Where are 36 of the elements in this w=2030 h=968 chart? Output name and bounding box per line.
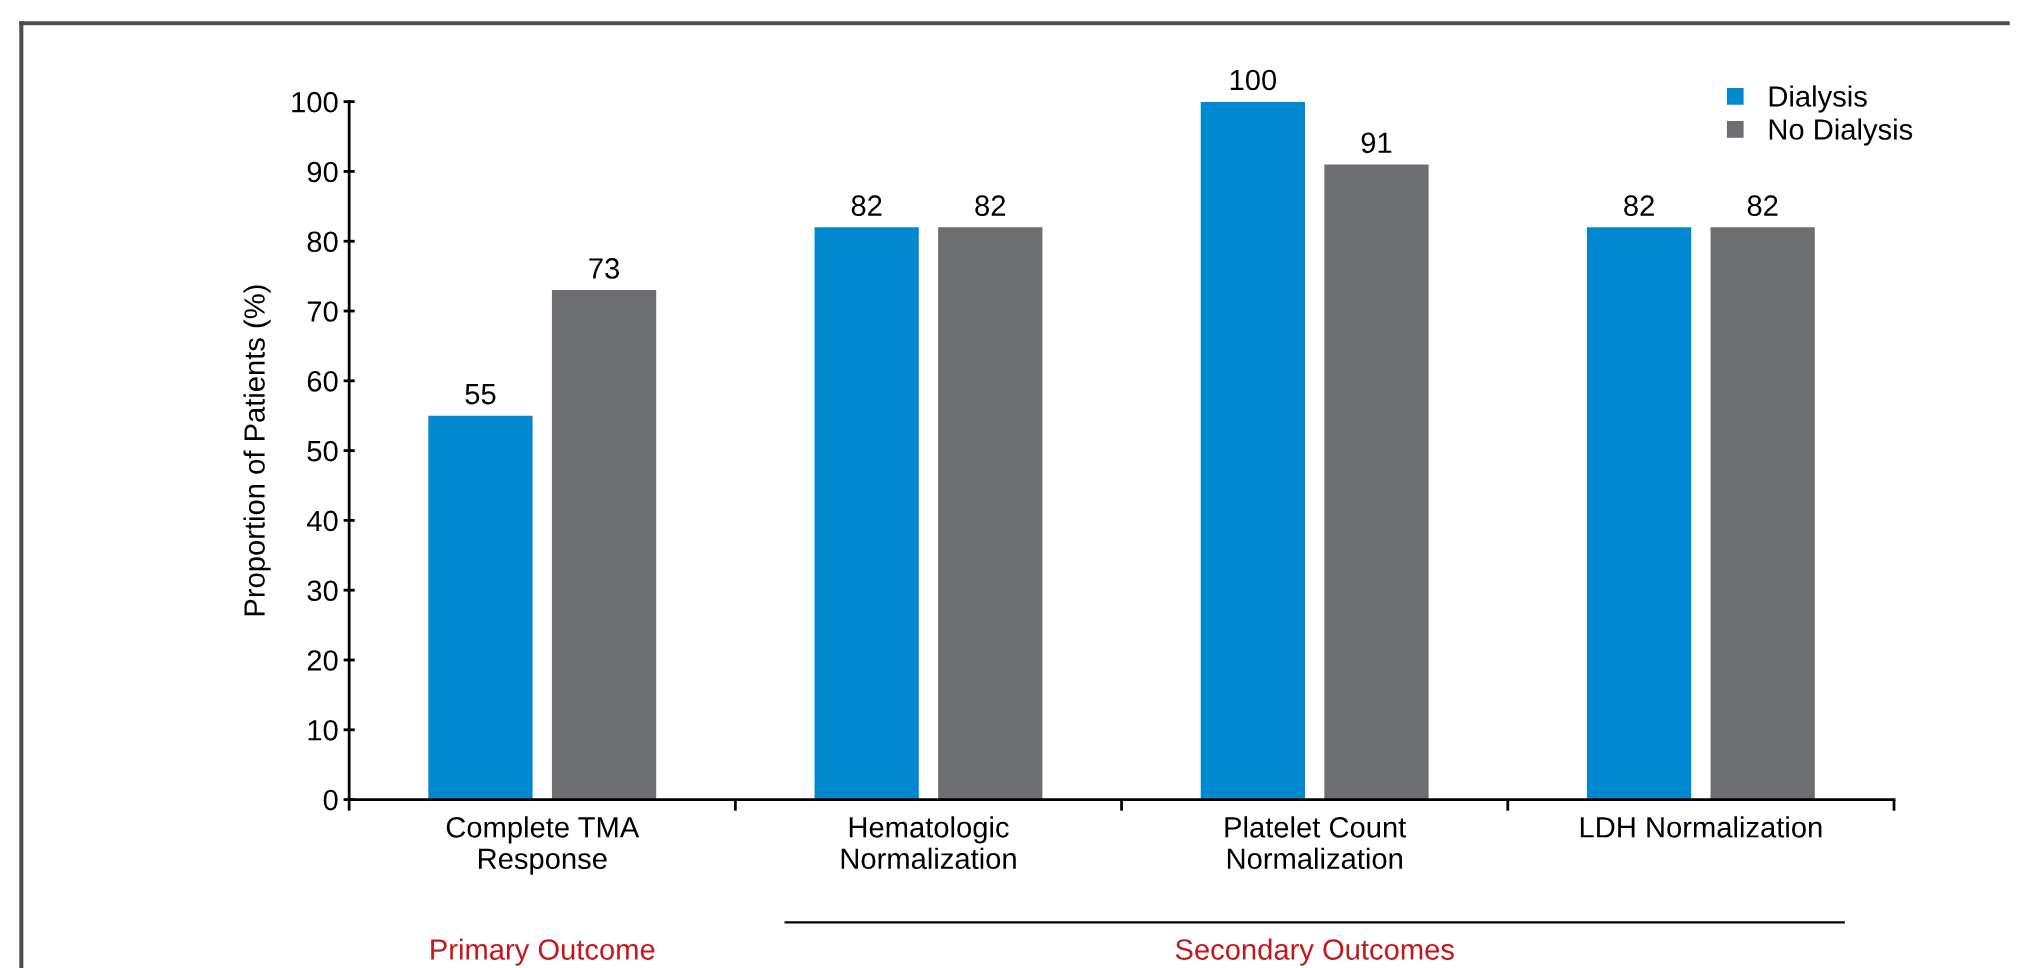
legend-label: Dialysis <box>1769 85 1867 113</box>
data-label: 55 <box>465 384 496 405</box>
y-tick-label: 30 <box>307 580 338 602</box>
x-tick-label: Hematologic Normalization <box>841 816 1016 870</box>
y-tick-label: 10 <box>308 719 338 741</box>
y-tick-label: 20 <box>307 650 338 671</box>
x-tick-label: Platelet Count Normalization <box>1225 816 1407 870</box>
y-tick-label: 80 <box>307 231 338 253</box>
bar <box>428 415 533 800</box>
data-label: 82 <box>1747 195 1778 216</box>
x-tick-label: LDH Normalization <box>1580 816 1822 838</box>
bar <box>1710 227 1815 800</box>
y-tick-label: 70 <box>307 301 338 322</box>
data-label: 100 <box>1230 69 1277 91</box>
text: Primary Outcome <box>431 938 655 966</box>
y-tick-label: 100 <box>292 91 338 113</box>
bar <box>1586 227 1692 800</box>
bar <box>938 227 1043 800</box>
legend-label: No Dialysis <box>1769 118 1913 146</box>
bar <box>1324 164 1429 800</box>
data-label: 82 <box>975 195 1006 216</box>
y-tick-label: 40 <box>306 510 338 532</box>
text: Secondary Outcomes <box>1175 938 1454 966</box>
data-label: 82 <box>851 195 882 216</box>
y-tick-label: 50 <box>307 440 338 462</box>
bar <box>814 227 919 800</box>
y-tick-label: 0 <box>323 789 338 811</box>
y-axis-title: Proportion of Patients (%) <box>243 285 271 616</box>
y-tick-label: 60 <box>307 371 338 392</box>
bar <box>551 290 657 800</box>
y-tick-label: 90 <box>307 161 338 183</box>
data-label: 82 <box>1624 195 1654 216</box>
bar <box>1200 101 1306 800</box>
data-label: 91 <box>1361 132 1392 154</box>
data-label: 73 <box>589 258 619 279</box>
x-tick-label: Complete TMA Response <box>446 816 640 875</box>
